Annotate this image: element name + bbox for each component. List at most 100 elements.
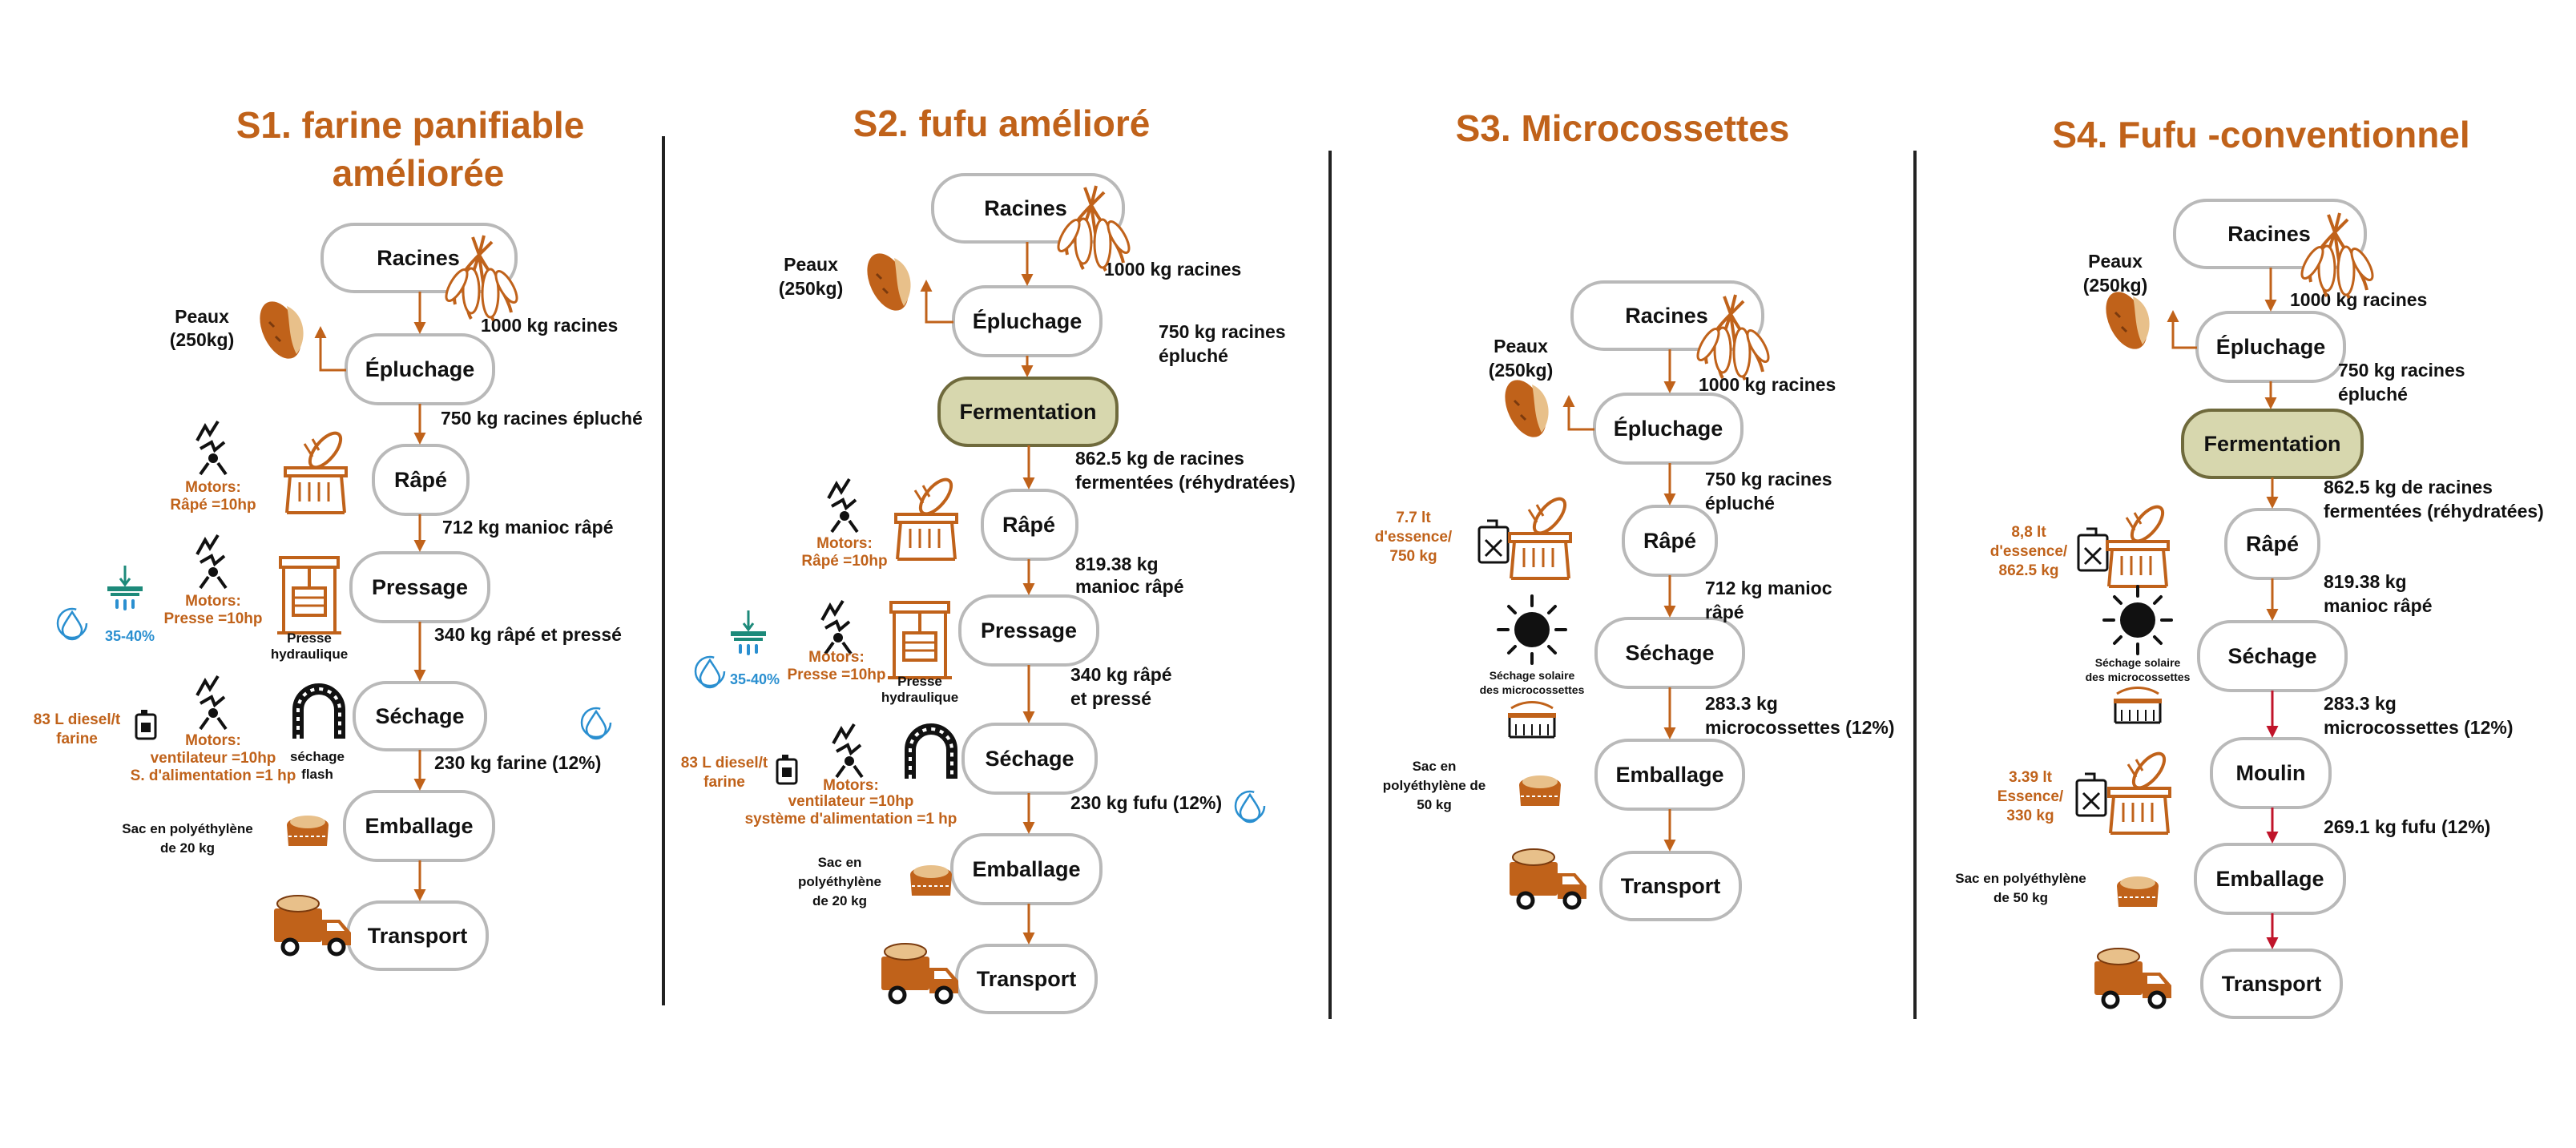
flow-label: 712 kg manioc	[1705, 578, 1832, 598]
step-label: Fermentation	[959, 400, 1096, 424]
truck-icon	[2094, 949, 2171, 1007]
flow-label: manioc râpé	[2324, 595, 2433, 616]
fuel-can-icon	[1477, 519, 1510, 564]
flow-label: 340 kg râpé	[1070, 664, 1172, 685]
diesel-label: 83 L diesel/t	[34, 711, 121, 728]
essence-label: 7.7 lt	[1396, 510, 1431, 526]
sac-label: Sac en polyéthylène	[1955, 871, 2086, 886]
motor-icon	[820, 599, 853, 655]
flow-label: 1000 kg racines	[2290, 289, 2427, 310]
motors-label: Motors:	[808, 649, 865, 666]
step-label: Séchage	[375, 704, 464, 728]
fuel-can-icon	[2077, 527, 2109, 572]
step-label: Râpé	[394, 468, 447, 492]
solaire-label: Séchage solaire	[2095, 656, 2181, 669]
sun-icon	[1497, 594, 1567, 665]
step-label: Râpé	[1643, 529, 1696, 553]
truck-icon	[881, 944, 958, 1002]
peaux-label: Peaux	[784, 254, 838, 275]
step-label: Épluchage	[973, 308, 1082, 333]
diesel-can-icon	[776, 753, 798, 785]
motors-label: Motors:	[185, 593, 241, 610]
step-label: Épluchage	[365, 356, 475, 381]
flow-label: 750 kg racines	[1159, 321, 1286, 342]
fuel-can-icon	[2075, 772, 2107, 817]
grater-icon	[2106, 500, 2170, 588]
peaux-label: (250kg)	[170, 329, 235, 350]
solaire-label: des microcossettes	[1480, 683, 1585, 696]
motors-label: ventilateur =10hp	[151, 750, 276, 767]
sac-label: de 50 kg	[1993, 890, 2048, 905]
step-moulin	[2210, 737, 2332, 809]
flow-label: microcossettes (12%)	[2324, 717, 2514, 738]
peaux-label: Peaux	[1494, 336, 1548, 356]
diesel-label: farine	[703, 774, 745, 791]
essence-label: 8,8 lt	[2011, 524, 2046, 541]
flow-label: 750 kg racines	[1705, 469, 1832, 489]
flow-label: 1000 kg racines	[1104, 259, 1241, 280]
sac-label: Sac en polyéthylène	[122, 821, 252, 836]
peel-arrow	[314, 326, 346, 372]
flow-label: 283.3 kg	[1705, 693, 1778, 714]
peel-arrow	[1562, 395, 1594, 431]
flow-label: 269.1 kg fufu (12%)	[2324, 816, 2490, 837]
motors-label: Râpé =10hp	[170, 497, 256, 514]
step-label: Emballage	[972, 857, 1080, 881]
step-label: Racines	[984, 196, 1067, 220]
step-label: Racines	[1625, 304, 1708, 328]
essence-label: Essence/	[1998, 788, 2064, 805]
step-label: Séchage	[1625, 641, 1714, 665]
presse-label: hydraulique	[881, 690, 958, 705]
step-transport	[2200, 949, 2343, 1019]
motor-icon	[827, 477, 859, 534]
sack-icon	[2116, 876, 2159, 908]
flow-label: 862.5 kg de racines	[2324, 477, 2493, 497]
scenario-s3: S3. Microcossettes Racines Épluchage Râp…	[1375, 107, 1895, 921]
flow-label: épluché	[2338, 384, 2408, 405]
step-label: Emballage	[1615, 763, 1723, 787]
step-label: Pressage	[981, 618, 1077, 642]
motors-label: système d'alimentation =1 hp	[745, 811, 957, 828]
sack-icon	[286, 815, 329, 847]
flow-label: épluché	[1159, 345, 1228, 366]
flow-label: 819.38 kg	[2324, 571, 2407, 592]
water-drop-icon	[580, 707, 612, 740]
motors-label: Motors:	[185, 732, 241, 749]
peel-icon	[1495, 372, 1556, 445]
motors-label: Motors:	[823, 777, 879, 794]
flow-label: 819.38 kg	[1075, 554, 1159, 574]
flow-label: 750 kg racines épluché	[441, 408, 643, 429]
grater-icon	[894, 473, 958, 561]
motors-label: Râpé =10hp	[801, 553, 887, 570]
press-icon	[886, 601, 953, 679]
scenario-s4: S4. Fufu -conventionnel Racines Épluchag…	[1955, 114, 2544, 1019]
sac-label: Sac en	[818, 855, 862, 870]
diesel-can-icon	[135, 708, 157, 740]
water-drop-icon	[56, 607, 88, 641]
step-label: Emballage	[365, 814, 473, 838]
sac-label: de 20 kg	[160, 840, 215, 856]
presse-label: hydraulique	[271, 647, 348, 662]
step-label: Racines	[377, 246, 460, 270]
flow-label: 750 kg racines	[2338, 360, 2465, 381]
water-drop-icon	[694, 655, 726, 689]
s4-title: S4. Fufu -conventionnel	[2052, 114, 2469, 155]
sac-label: Sac en	[1413, 759, 1457, 774]
motors-label: Presse =10hp	[163, 610, 262, 627]
press-icon	[276, 556, 343, 634]
step-label: Transport	[368, 924, 468, 948]
solaire-label: Séchage solaire	[1490, 669, 1575, 682]
sac-label: 50 kg	[1417, 797, 1451, 812]
flow-label: râpé	[1705, 602, 1744, 622]
step-emballage	[950, 833, 1103, 905]
flow-label: et pressé	[1070, 688, 1151, 709]
water-pct: 35-40%	[105, 628, 155, 644]
solaire-label: des microcossettes	[2086, 671, 2191, 683]
essence-label: d'essence/	[1990, 543, 2068, 560]
step-label: Emballage	[2215, 867, 2324, 891]
motors-label: Motors:	[185, 479, 241, 496]
step-label: Transport	[977, 967, 1077, 991]
truck-icon	[1510, 849, 1586, 908]
peaux-label: (250kg)	[2083, 275, 2148, 296]
flow-label: 230 kg farine (12%)	[434, 752, 601, 773]
